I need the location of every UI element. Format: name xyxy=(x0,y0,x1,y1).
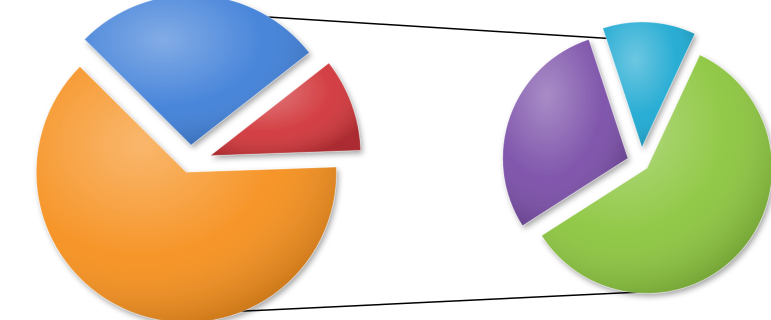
main-pie-slice-1-shine xyxy=(36,66,337,320)
secondary-pie-slice-1-shine xyxy=(541,54,771,294)
main-pie xyxy=(35,0,362,320)
main-pie-slice-2-shine xyxy=(84,0,310,146)
connector-lines xyxy=(203,12,664,314)
secondary-pie xyxy=(502,21,771,294)
main-pie-slice-3-shine xyxy=(210,63,361,156)
secondary-pie-slice-2-shine xyxy=(502,39,628,226)
connector-line-top xyxy=(203,12,634,41)
connector-line-bottom xyxy=(203,290,664,314)
secondary-pie-slice-3-shine xyxy=(602,22,695,148)
